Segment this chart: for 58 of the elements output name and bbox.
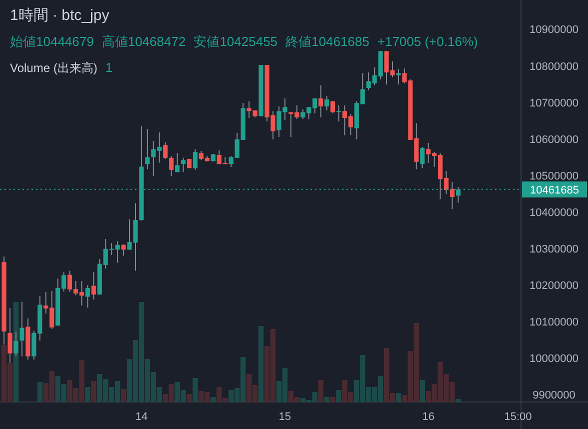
candlestick [91, 271, 96, 300]
bar [186, 394, 192, 402]
bar [420, 380, 425, 402]
annotation: +17005 (+0.16%) [377, 34, 478, 49]
candlestick [324, 96, 330, 111]
annotation: 始値10444679 [10, 34, 94, 49]
annotation: 終値10461685 [284, 34, 370, 49]
candlestick [20, 301, 24, 357]
y-tick-label: 9900000 [532, 390, 576, 402]
candlestick [396, 68, 401, 85]
annotation: 安値10425455 [194, 34, 278, 49]
candlestick [14, 331, 18, 357]
y-tick-label: 10900000 [530, 24, 578, 36]
y-tick-label: 10200000 [530, 280, 578, 292]
bar [456, 399, 461, 402]
bar [37, 382, 42, 402]
candlestick [181, 157, 186, 173]
bar [324, 397, 330, 402]
x-tick-label: 14 [135, 411, 148, 423]
candlestick [121, 244, 126, 256]
ref-line-label: 10461685 [530, 184, 579, 196]
candlestick [8, 308, 12, 364]
y-tick-label: 10100000 [530, 316, 578, 329]
chart-title: 1時間 · btc_jpy [10, 7, 110, 24]
bar [120, 389, 126, 402]
chart-title: Volume (出来高) [10, 61, 98, 75]
candlestick [192, 148, 198, 170]
x-tick-label: 16 [422, 411, 434, 423]
bar [91, 381, 96, 402]
bar [336, 390, 342, 402]
y-tick-label: 10400000 [530, 206, 578, 219]
y-tick-label: 10600000 [530, 134, 578, 146]
candlestick [318, 84, 324, 118]
y-tick-label: 10000000 [530, 353, 578, 366]
bar [192, 378, 198, 402]
candlestick [336, 104, 341, 122]
candlestick [85, 284, 90, 308]
bar [210, 397, 216, 402]
bar [258, 326, 264, 402]
bar [330, 397, 336, 402]
y-tick-label: 10800000 [530, 60, 578, 73]
candlestick [450, 181, 455, 210]
candlestick [145, 128, 150, 170]
candlestick [169, 156, 174, 177]
y-tick-label: 10300000 [530, 244, 578, 256]
candlestick [420, 146, 425, 169]
bar [85, 387, 90, 402]
x-tick-label: 15:00 [504, 411, 532, 423]
annotation: 1 [105, 60, 113, 75]
y-tick-label: 10700000 [530, 97, 578, 110]
y-tick-label: 10500000 [530, 170, 578, 182]
candlestick [175, 152, 180, 173]
bar [396, 393, 402, 402]
candlestick [330, 100, 336, 114]
annotation: 高値10468472 [102, 34, 186, 49]
x-tick-label: 15 [278, 411, 292, 423]
bar [318, 380, 324, 402]
candlestick [163, 142, 168, 160]
